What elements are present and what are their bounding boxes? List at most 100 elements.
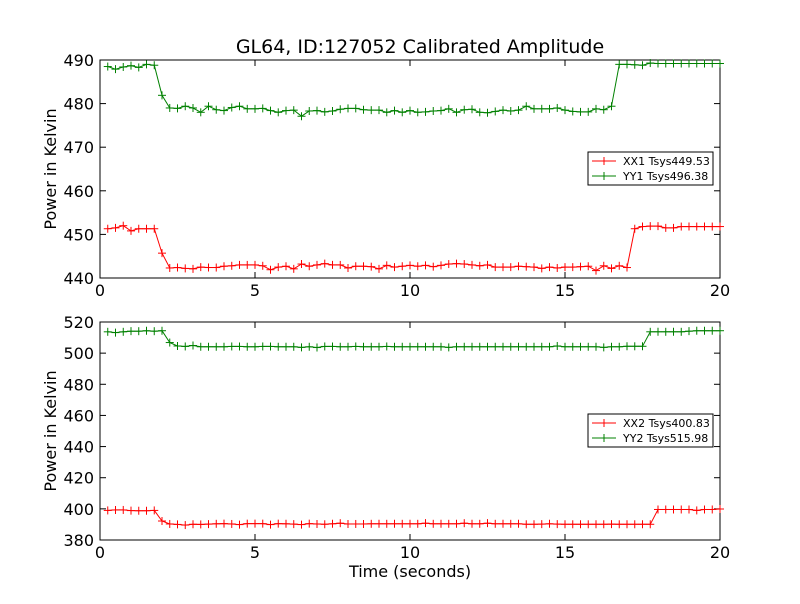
data-point xyxy=(592,342,600,351)
data-point xyxy=(251,342,259,351)
series-yy1 xyxy=(103,59,724,121)
data-point xyxy=(297,112,306,121)
data-point xyxy=(119,221,128,230)
data-point xyxy=(561,520,569,529)
data-point xyxy=(220,262,228,271)
data-point xyxy=(599,520,608,529)
data-point xyxy=(615,520,624,529)
data-point xyxy=(475,519,484,528)
data-point xyxy=(607,520,616,529)
data-point xyxy=(421,519,430,528)
data-point xyxy=(623,520,631,529)
x-tick-label: 0 xyxy=(95,281,105,300)
data-point xyxy=(669,59,678,68)
data-point xyxy=(134,506,143,515)
data-point xyxy=(530,520,538,529)
data-point xyxy=(258,104,267,113)
data-point xyxy=(615,261,624,270)
data-point xyxy=(506,107,515,116)
data-point xyxy=(654,327,662,336)
data-point xyxy=(413,108,422,117)
y-tick-label: 420 xyxy=(63,469,94,488)
y-tick-label: 400 xyxy=(63,500,94,519)
data-point xyxy=(328,519,337,528)
data-point xyxy=(196,263,205,272)
data-point xyxy=(398,108,407,117)
data-point xyxy=(181,521,190,530)
data-point xyxy=(692,326,701,335)
data-point xyxy=(243,104,252,113)
data-point xyxy=(623,342,631,351)
data-point xyxy=(568,520,577,529)
data-point xyxy=(103,62,112,71)
data-point xyxy=(599,261,608,270)
data-point xyxy=(119,62,128,71)
data-point xyxy=(204,520,213,529)
data-point xyxy=(266,520,275,529)
data-point xyxy=(615,60,624,69)
data-point xyxy=(390,342,399,351)
top-subplot: 0 5 10 15 20 440 450 460 470 480 490 GL64, ID:12705… xyxy=(41,36,730,300)
data-point xyxy=(390,519,399,528)
legend: XX2 Tsys400.83 YY2 Tsys515.98 xyxy=(587,413,714,448)
data-point xyxy=(227,261,236,270)
data-point xyxy=(460,105,469,114)
data-point xyxy=(274,263,283,272)
data-point xyxy=(150,224,159,233)
data-point xyxy=(460,260,469,269)
data-point xyxy=(421,107,430,116)
data-point xyxy=(406,106,414,115)
data-point xyxy=(692,506,701,515)
data-point xyxy=(158,517,166,526)
data-point xyxy=(716,222,724,231)
data-point xyxy=(227,342,236,351)
data-point xyxy=(220,342,228,351)
data-point xyxy=(134,327,143,336)
data-point xyxy=(638,520,647,529)
x-axis-label: Time (seconds) xyxy=(348,562,471,581)
data-point xyxy=(522,342,531,351)
data-point xyxy=(406,519,414,528)
data-point xyxy=(708,222,717,231)
data-point xyxy=(506,519,515,528)
data-point xyxy=(382,261,391,270)
data-point xyxy=(522,520,531,529)
data-point xyxy=(375,264,383,273)
data-point xyxy=(491,342,500,351)
data-point xyxy=(654,59,662,68)
data-point xyxy=(444,519,453,528)
legend-label: YY1 Tsys496.38 xyxy=(622,170,708,183)
data-point xyxy=(390,263,399,272)
y-tick-label: 440 xyxy=(63,269,94,288)
data-point xyxy=(677,327,686,336)
series-xx2 xyxy=(103,505,724,530)
data-point xyxy=(103,224,112,233)
data-point xyxy=(623,263,631,272)
data-point xyxy=(189,264,197,273)
data-point xyxy=(158,326,166,335)
data-point xyxy=(297,520,306,529)
data-point xyxy=(708,505,717,514)
data-point xyxy=(561,106,569,115)
data-point xyxy=(530,104,538,113)
data-point xyxy=(351,342,360,351)
data-point xyxy=(173,263,182,272)
data-point xyxy=(499,342,507,351)
data-point xyxy=(266,106,275,115)
data-point xyxy=(483,260,492,269)
legend-box xyxy=(587,413,714,448)
data-point xyxy=(165,103,174,112)
data-point xyxy=(584,107,593,116)
data-point xyxy=(266,265,275,274)
data-point xyxy=(561,342,569,351)
data-point xyxy=(413,519,422,528)
data-point xyxy=(545,342,554,351)
data-point xyxy=(406,261,414,270)
data-point xyxy=(351,104,360,113)
data-point xyxy=(460,342,469,351)
data-point xyxy=(320,259,329,268)
data-point xyxy=(127,327,135,336)
data-point xyxy=(553,263,562,272)
y-tick-label: 460 xyxy=(63,182,94,201)
